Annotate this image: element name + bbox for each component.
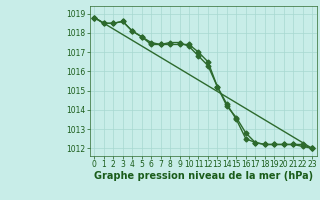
X-axis label: Graphe pression niveau de la mer (hPa): Graphe pression niveau de la mer (hPa) xyxy=(94,171,313,181)
